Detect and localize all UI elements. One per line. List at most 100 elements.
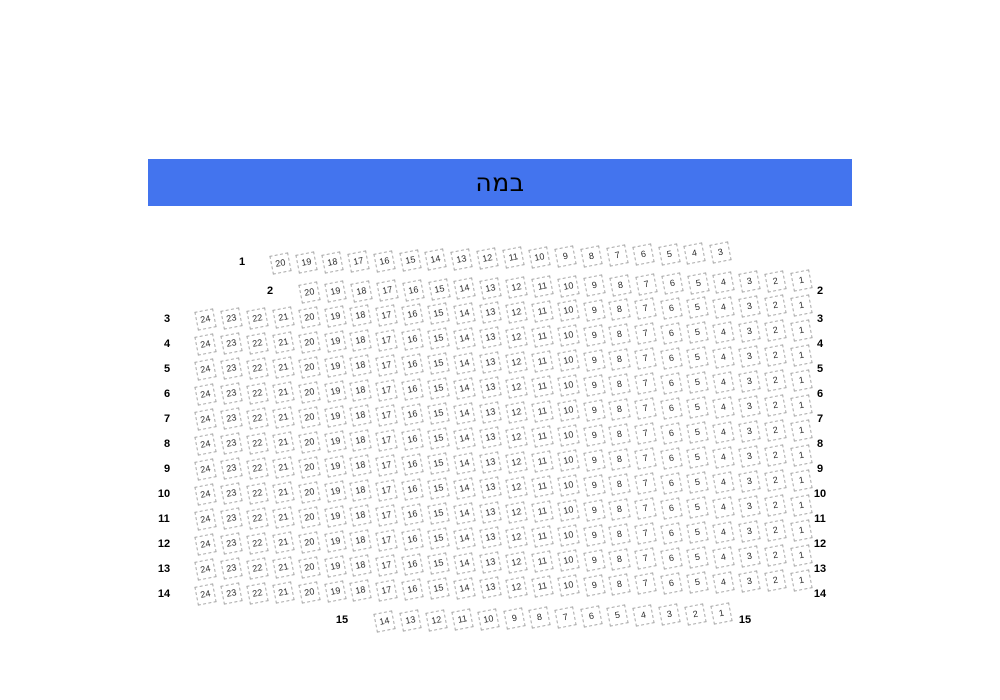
seat[interactable]: 15 bbox=[427, 527, 450, 551]
seat[interactable]: 4 bbox=[712, 295, 735, 319]
seat[interactable]: 9 bbox=[582, 499, 606, 522]
seat[interactable]: 4 bbox=[712, 545, 735, 569]
seat[interactable]: 15 bbox=[427, 502, 450, 526]
seat[interactable]: 3 bbox=[738, 345, 761, 368]
seat[interactable]: 11 bbox=[531, 350, 554, 373]
seat[interactable]: 16 bbox=[401, 453, 424, 476]
seat[interactable]: 5 bbox=[686, 321, 709, 344]
seat[interactable]: 7 bbox=[634, 347, 657, 371]
seat[interactable]: 8 bbox=[608, 523, 632, 546]
seat[interactable]: 12 bbox=[505, 575, 528, 599]
seat[interactable]: 13 bbox=[479, 551, 502, 574]
seat[interactable]: 23 bbox=[220, 457, 243, 481]
seat[interactable]: 9 bbox=[582, 524, 606, 547]
seat[interactable]: 20 bbox=[297, 380, 321, 404]
seat[interactable]: 5 bbox=[686, 396, 709, 419]
seat[interactable]: 9 bbox=[582, 399, 606, 422]
seat[interactable]: 6 bbox=[660, 322, 683, 345]
seat[interactable]: 21 bbox=[272, 581, 295, 604]
seat[interactable]: 17 bbox=[375, 304, 398, 327]
seat[interactable]: 13 bbox=[479, 451, 502, 474]
seat[interactable]: 24 bbox=[194, 508, 217, 531]
seat[interactable]: 19 bbox=[323, 305, 347, 328]
seat[interactable]: 6 bbox=[660, 422, 683, 445]
seat[interactable]: 20 bbox=[297, 455, 321, 479]
seat[interactable]: 2 bbox=[764, 444, 787, 467]
seat[interactable]: 11 bbox=[531, 325, 554, 348]
seat[interactable]: 7 bbox=[634, 572, 657, 596]
seat[interactable]: 14 bbox=[453, 527, 476, 550]
seat[interactable]: 4 bbox=[712, 320, 735, 344]
seat[interactable]: 14 bbox=[453, 452, 476, 475]
seat[interactable]: 5 bbox=[686, 571, 709, 594]
seat[interactable]: 18 bbox=[349, 329, 373, 352]
seat[interactable]: 10 bbox=[556, 449, 580, 472]
seat[interactable]: 10 bbox=[476, 607, 500, 631]
seat[interactable]: 5 bbox=[686, 272, 710, 295]
seat[interactable]: 19 bbox=[323, 505, 347, 528]
seat[interactable]: 2 bbox=[764, 394, 787, 417]
seat[interactable]: 23 bbox=[220, 507, 243, 531]
seat[interactable]: 20 bbox=[297, 405, 321, 429]
seat[interactable]: 22 bbox=[246, 407, 269, 430]
seat[interactable]: 7 bbox=[634, 472, 657, 496]
seat[interactable]: 4 bbox=[712, 570, 735, 594]
seat[interactable]: 17 bbox=[375, 429, 398, 452]
seat[interactable]: 13 bbox=[479, 326, 502, 349]
seat[interactable]: 16 bbox=[401, 578, 424, 601]
seat[interactable]: 18 bbox=[349, 504, 373, 527]
seat[interactable]: 24 bbox=[194, 408, 217, 431]
seat[interactable]: 22 bbox=[246, 457, 269, 480]
seat[interactable]: 24 bbox=[194, 483, 217, 506]
seat[interactable]: 18 bbox=[349, 479, 373, 502]
seat[interactable]: 24 bbox=[194, 383, 217, 406]
seat[interactable]: 18 bbox=[349, 529, 373, 552]
seat[interactable]: 19 bbox=[323, 405, 347, 428]
seat[interactable]: 6 bbox=[660, 372, 683, 395]
seat[interactable]: 6 bbox=[660, 447, 683, 470]
seat[interactable]: 9 bbox=[582, 549, 606, 572]
seat[interactable]: 2 bbox=[764, 369, 787, 392]
seat[interactable]: 6 bbox=[660, 397, 683, 420]
seat[interactable]: 18 bbox=[349, 554, 373, 577]
seat[interactable]: 13 bbox=[450, 248, 473, 271]
seat[interactable]: 12 bbox=[505, 550, 528, 574]
seat[interactable]: 10 bbox=[556, 549, 580, 572]
seat[interactable]: 13 bbox=[479, 351, 502, 374]
seat[interactable]: 11 bbox=[531, 575, 554, 598]
seat[interactable]: 17 bbox=[375, 354, 398, 377]
seat[interactable]: 14 bbox=[453, 377, 476, 400]
seat[interactable]: 12 bbox=[505, 400, 528, 424]
seat[interactable]: 22 bbox=[246, 357, 269, 380]
seat[interactable]: 6 bbox=[660, 522, 683, 545]
seat[interactable]: 18 bbox=[349, 429, 373, 452]
seat[interactable]: 8 bbox=[608, 548, 632, 571]
seat[interactable]: 24 bbox=[194, 308, 217, 331]
seat[interactable]: 17 bbox=[375, 554, 398, 577]
seat[interactable]: 20 bbox=[298, 281, 321, 304]
seat[interactable]: 22 bbox=[246, 482, 269, 505]
seat[interactable]: 4 bbox=[712, 370, 735, 394]
seat[interactable]: 24 bbox=[194, 583, 217, 606]
seat[interactable]: 7 bbox=[634, 372, 657, 396]
seat[interactable]: 10 bbox=[557, 275, 580, 298]
seat[interactable]: 16 bbox=[401, 328, 424, 351]
seat[interactable]: 3 bbox=[738, 395, 761, 418]
seat[interactable]: 11 bbox=[502, 246, 525, 270]
seat[interactable]: 18 bbox=[349, 454, 373, 477]
seat[interactable]: 16 bbox=[401, 353, 424, 376]
seat[interactable]: 19 bbox=[323, 455, 347, 478]
seat[interactable]: 9 bbox=[582, 374, 606, 397]
seat[interactable]: 19 bbox=[295, 251, 318, 275]
seat[interactable]: 3 bbox=[738, 570, 761, 593]
seat[interactable]: 8 bbox=[608, 348, 632, 371]
seat[interactable]: 15 bbox=[427, 452, 450, 476]
seat[interactable]: 10 bbox=[556, 399, 580, 422]
seat[interactable]: 15 bbox=[427, 278, 451, 301]
seat[interactable]: 8 bbox=[608, 423, 632, 446]
seat[interactable]: 3 bbox=[738, 320, 761, 343]
seat[interactable]: 3 bbox=[738, 470, 761, 493]
seat[interactable]: 6 bbox=[660, 472, 683, 495]
seat[interactable]: 21 bbox=[272, 331, 295, 354]
seat[interactable]: 9 bbox=[582, 299, 606, 322]
